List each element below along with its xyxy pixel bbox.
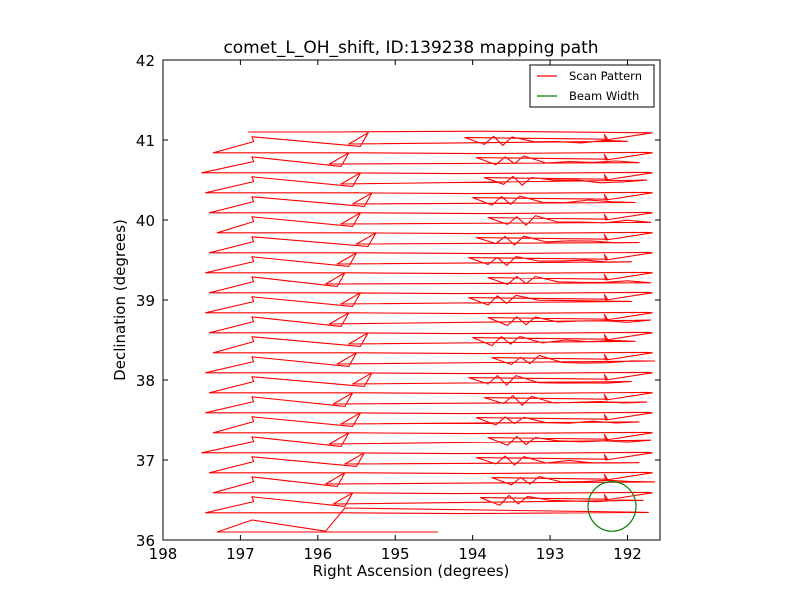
y-tick-label: 38 <box>136 372 155 390</box>
x-tick-label: 195 <box>381 545 410 563</box>
x-tick-label: 196 <box>304 545 333 563</box>
y-tick-label: 37 <box>136 452 155 470</box>
legend-box <box>529 64 655 108</box>
y-tick-label: 39 <box>136 292 155 310</box>
y-tick-label: 41 <box>136 132 155 150</box>
legend: Scan Pattern Beam Width <box>529 64 655 108</box>
legend-label-beam-width: Beam Width <box>569 89 639 103</box>
plot-area <box>201 130 656 533</box>
legend-label-scan-pattern: Scan Pattern <box>569 69 642 83</box>
y-axis: 36 37 38 39 40 41 42 <box>136 52 660 550</box>
x-axis: 198 197 196 195 194 193 192 <box>149 60 642 563</box>
scan-pattern-line <box>201 130 656 533</box>
x-tick-label: 192 <box>613 545 642 563</box>
y-tick-label: 40 <box>136 212 155 230</box>
chart-title: comet_L_OH_shift, ID:139238 mapping path <box>223 38 598 58</box>
y-tick-label: 42 <box>136 52 155 70</box>
x-tick-label: 194 <box>458 545 487 563</box>
x-tick-label: 198 <box>149 545 178 563</box>
x-tick-label: 197 <box>226 545 255 563</box>
x-tick-label: 193 <box>536 545 565 563</box>
x-axis-label: Right Ascension (degrees) <box>313 562 510 580</box>
y-axis-label: Declination (degrees) <box>111 219 129 381</box>
beam-width-circle <box>587 481 637 532</box>
y-tick-label: 36 <box>136 532 155 550</box>
